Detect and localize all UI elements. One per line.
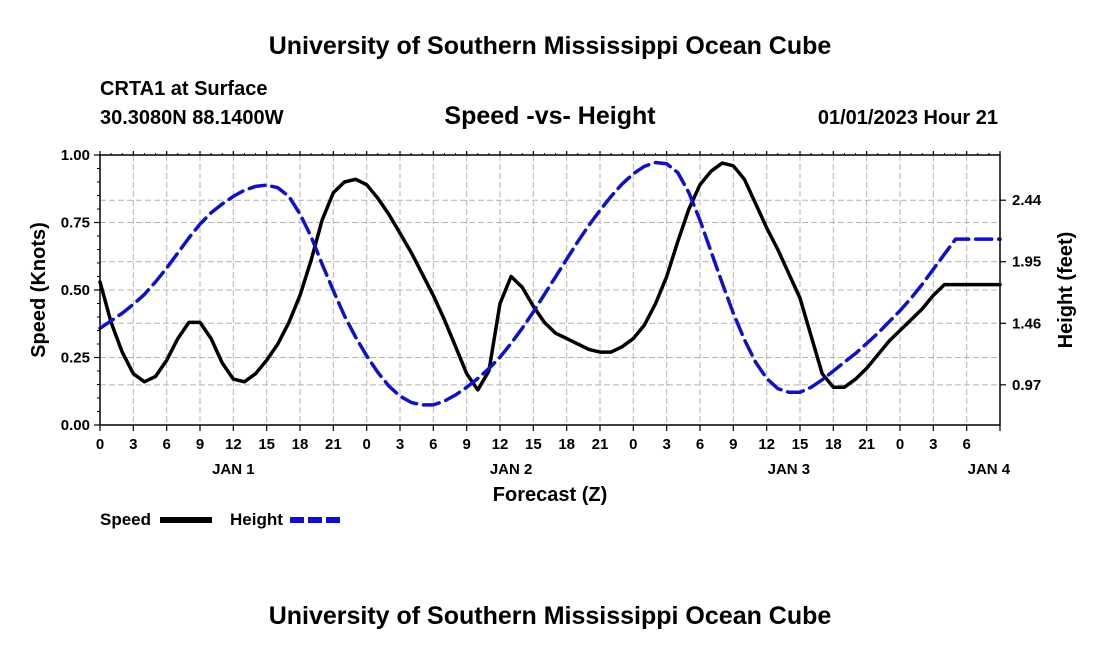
forecast-datetime: 01/01/2023 Hour 21 [818,107,998,129]
legend-speed-label: Speed [100,510,151,529]
y-tick-label: 0.50 [61,282,90,299]
x-tick-label: 9 [729,436,737,453]
legend: Speed Height [100,510,342,529]
chart-title: Speed -vs- Height [444,102,656,130]
x-tick-label: 3 [662,436,670,453]
x-tick-label: 12 [492,436,509,453]
y-tick-label: 1.00 [61,147,90,164]
x-tick-label: 21 [325,436,342,453]
y2-axis-title: Height (feet) [1055,232,1077,349]
y-axis-title: Speed (Knots) [28,222,50,358]
x-tick-label: 9 [196,436,204,453]
y2-tick-label: 0.97 [1012,377,1041,394]
day-label: JAN 3 [768,461,811,478]
x-tick-label: 12 [225,436,242,453]
x-tick-label: 0 [96,436,104,453]
x-tick-label: 12 [758,436,775,453]
x-tick-label: 6 [962,436,970,453]
y-tick-label: 0.25 [61,350,90,367]
x-tick-label: 0 [629,436,637,453]
x-tick-label: 21 [858,436,875,453]
x-tick-label: 0 [896,436,904,453]
x-tick-label: 15 [525,436,542,453]
x-tick-label: 3 [929,436,937,453]
x-tick-label: 0 [362,436,370,453]
day-label: JAN 2 [490,461,533,478]
x-tick-label: 3 [396,436,404,453]
y2-tick-label: 1.46 [1012,315,1041,332]
legend-height-label: Height [230,510,283,529]
y-tick-label: 0.00 [61,417,90,434]
footer-title: University of Southern Mississippi Ocean… [269,602,832,630]
height-series-line [98,160,1002,407]
series-layer [98,160,1002,407]
day-label: JAN 1 [212,461,255,478]
x-tick-label: 15 [258,436,275,453]
page-title: University of Southern Mississippi Ocean… [269,32,832,60]
axis-ticks [94,151,1006,431]
x-tick-label: 18 [292,436,309,453]
x-tick-label: 21 [592,436,609,453]
axis-tick-labels: 0 3 6 9 12 15 18 21 0 3 6 9 12 15 18 21 0 3 6 9 12 15 18 21 0 3 6 J… [61,147,1042,478]
day-label: JAN 4 [968,461,1011,478]
x-tick-label: 6 [162,436,170,453]
y2-tick-label: 1.95 [1012,254,1041,271]
speed-series-line [98,161,1002,392]
x-tick-label: 6 [429,436,437,453]
x-tick-label: 15 [792,436,809,453]
y2-tick-label: 2.44 [1012,192,1042,209]
x-tick-label: 18 [825,436,842,453]
x-tick-label: 3 [129,436,137,453]
station-label: CRTA1 at Surface [100,78,267,100]
y-tick-label: 0.75 [61,215,90,232]
x-tick-label: 6 [696,436,704,453]
grid-lines [100,155,1000,425]
x-tick-label: 18 [558,436,575,453]
x-tick-label: 9 [462,436,470,453]
x-axis-title: Forecast (Z) [493,484,607,506]
coordinates-label: 30.3080N 88.1400W [100,107,284,129]
